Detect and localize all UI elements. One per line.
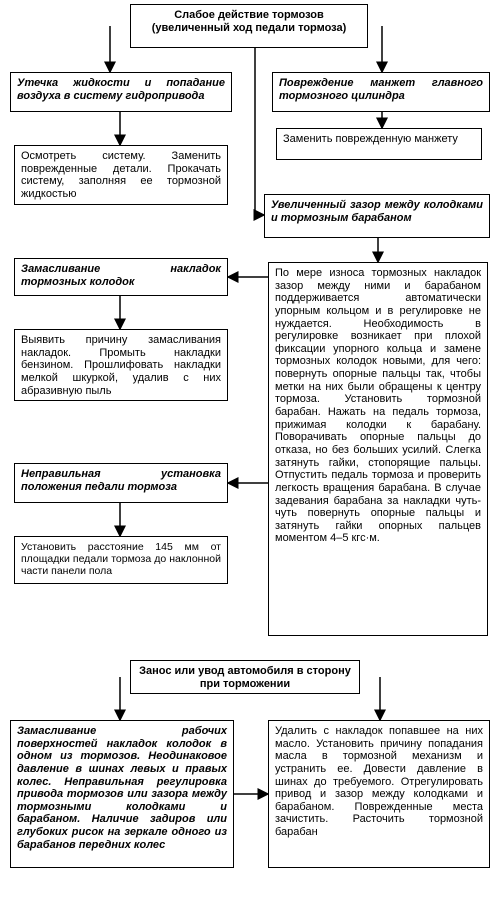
box-skid_fix: Удалить с накладок попавшее на них масло… (268, 720, 490, 868)
box-skid: Занос или увод автомобиля в сторону при … (130, 660, 360, 694)
box-gap: Увеличенный зазор между колодками и торм… (264, 194, 490, 238)
box-oiling_txt: Выявить причину замасливания накладок. П… (14, 329, 228, 401)
box-pedal_txt: Установить расстояние 145 мм от площадки… (14, 536, 228, 584)
box-replace: Заменить поврежденную манжету (276, 128, 482, 160)
box-oiling: Замасливание накладок тормозных колодок (14, 258, 228, 296)
arrow-2 (255, 26, 264, 215)
box-root: Слабое действие тормозов (увеличенный хо… (130, 4, 368, 48)
box-gap_txt: По мере износа тормозных накладок зазор … (268, 262, 488, 636)
box-skid_cause: Замасливание рабочих поверхностей наклад… (10, 720, 234, 868)
box-pedal: Неправильная установка положения педали … (14, 463, 228, 503)
box-cuff: Повреждение манжет главного тормозного ц… (272, 72, 490, 112)
box-leak: Утечка жидкости и попадание воздуха в си… (10, 72, 232, 112)
box-inspect: Осмотреть систему. Заменить поврежденные… (14, 145, 228, 205)
